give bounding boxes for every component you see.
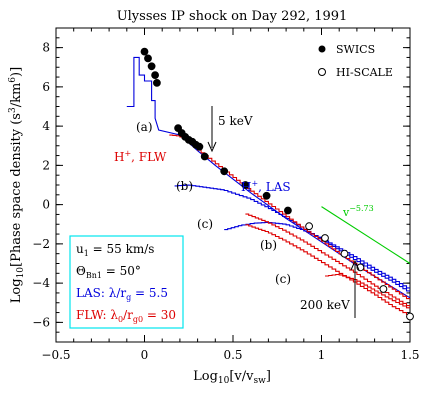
legend-hiscale-label: HI-SCALE bbox=[336, 66, 393, 79]
flw-curve-1 bbox=[169, 134, 410, 300]
legend: SWICS HI-SCALE bbox=[318, 43, 393, 79]
swics-point bbox=[144, 54, 152, 63]
y-tick-label: −4 bbox=[32, 276, 50, 290]
y-tick-label: −6 bbox=[32, 315, 50, 329]
curve-label-b-las: (b) bbox=[176, 179, 193, 193]
swics-point bbox=[151, 71, 160, 79]
x-tick-label: −0.5 bbox=[41, 348, 70, 362]
x-axis-label: Log10[v/vsw] bbox=[193, 369, 271, 386]
param-las: LAS: λ/rg = 5.5 bbox=[76, 286, 168, 302]
swics-point bbox=[262, 191, 271, 200]
swics-point bbox=[200, 152, 209, 161]
las-series-label: H+, LAS bbox=[241, 179, 291, 194]
curve-label-b-flw: (b) bbox=[260, 238, 277, 252]
curve-label-c-las: (c) bbox=[197, 217, 213, 231]
las-curve-3 bbox=[224, 221, 410, 289]
svg-text:Log10[Phase space density (s3/: Log10[Phase space density (s3/km6)] bbox=[8, 67, 26, 303]
curve-label-a: (a) bbox=[136, 120, 153, 134]
x-tick-label: 0.5 bbox=[223, 348, 242, 362]
y-tick-label: 8 bbox=[42, 41, 50, 55]
swics-point bbox=[220, 167, 229, 176]
parameter-box: u1 = 55 km/s ΘBn1 = 50° LAS: λ/rg = 5.5 … bbox=[69, 235, 184, 329]
param-theta: ΘBn1 = 50° bbox=[76, 264, 141, 280]
hiscale-point bbox=[340, 249, 349, 258]
legend-swics-label: SWICS bbox=[336, 43, 375, 56]
y-tick-label: −2 bbox=[32, 237, 50, 251]
y-tick-label: 6 bbox=[42, 80, 50, 94]
y-axis-label: Log10[Phase space density (s3/km6)] bbox=[8, 67, 26, 303]
param-u1: u1 = 55 km/s bbox=[76, 242, 154, 258]
chart-title: Ulysses IP shock on Day 292, 1991 bbox=[117, 9, 348, 24]
y-tick-label: 2 bbox=[42, 158, 50, 172]
arrow-200kev bbox=[350, 259, 360, 318]
label-200kev: 200 keV bbox=[300, 298, 350, 312]
swics-point bbox=[140, 47, 149, 56]
flw-series-label: H+, FLW bbox=[114, 149, 167, 164]
axis-ticks: −0.5 0 0.5 1 1.5 −6 −4 −2 0 2 4 6 8 bbox=[32, 27, 420, 362]
hiscale-point bbox=[379, 285, 388, 293]
flw-curve-4 bbox=[325, 273, 410, 309]
legend-swics-marker bbox=[318, 45, 326, 53]
swics-point bbox=[195, 142, 204, 151]
y-tick-label: 0 bbox=[42, 198, 50, 212]
swics-point bbox=[241, 181, 250, 189]
curve-label-c-flw: (c) bbox=[275, 272, 291, 286]
x-tick-label: 1 bbox=[318, 348, 326, 362]
power-law-label: v−5.73 bbox=[342, 204, 374, 219]
y-tick-label: 4 bbox=[42, 119, 50, 133]
x-tick-label: 1.5 bbox=[400, 348, 419, 362]
swics-point bbox=[147, 62, 156, 71]
swics-point bbox=[153, 79, 161, 87]
swics-point bbox=[284, 206, 292, 215]
svg-text:H+, FLW: H+, FLW bbox=[114, 149, 167, 164]
arrow-5kev bbox=[207, 106, 217, 153]
hiscale-point bbox=[321, 234, 329, 242]
svg-text:H+, LAS: H+, LAS bbox=[241, 179, 291, 194]
hiscale-point bbox=[406, 312, 414, 321]
svg-text:v−5.73: v−5.73 bbox=[342, 204, 374, 219]
svg-text:Log10[v/vsw]: Log10[v/vsw] bbox=[193, 369, 271, 386]
param-flw: FLW: λ0/rg0 = 30 bbox=[76, 308, 176, 324]
x-tick-label: 0 bbox=[141, 348, 149, 362]
data-points bbox=[140, 47, 414, 321]
legend-hiscale-marker bbox=[318, 68, 326, 76]
power-law-line bbox=[321, 206, 411, 264]
label-5kev: 5 keV bbox=[218, 114, 253, 128]
hiscale-point bbox=[305, 222, 314, 231]
flw-curve-3 bbox=[245, 224, 410, 316]
